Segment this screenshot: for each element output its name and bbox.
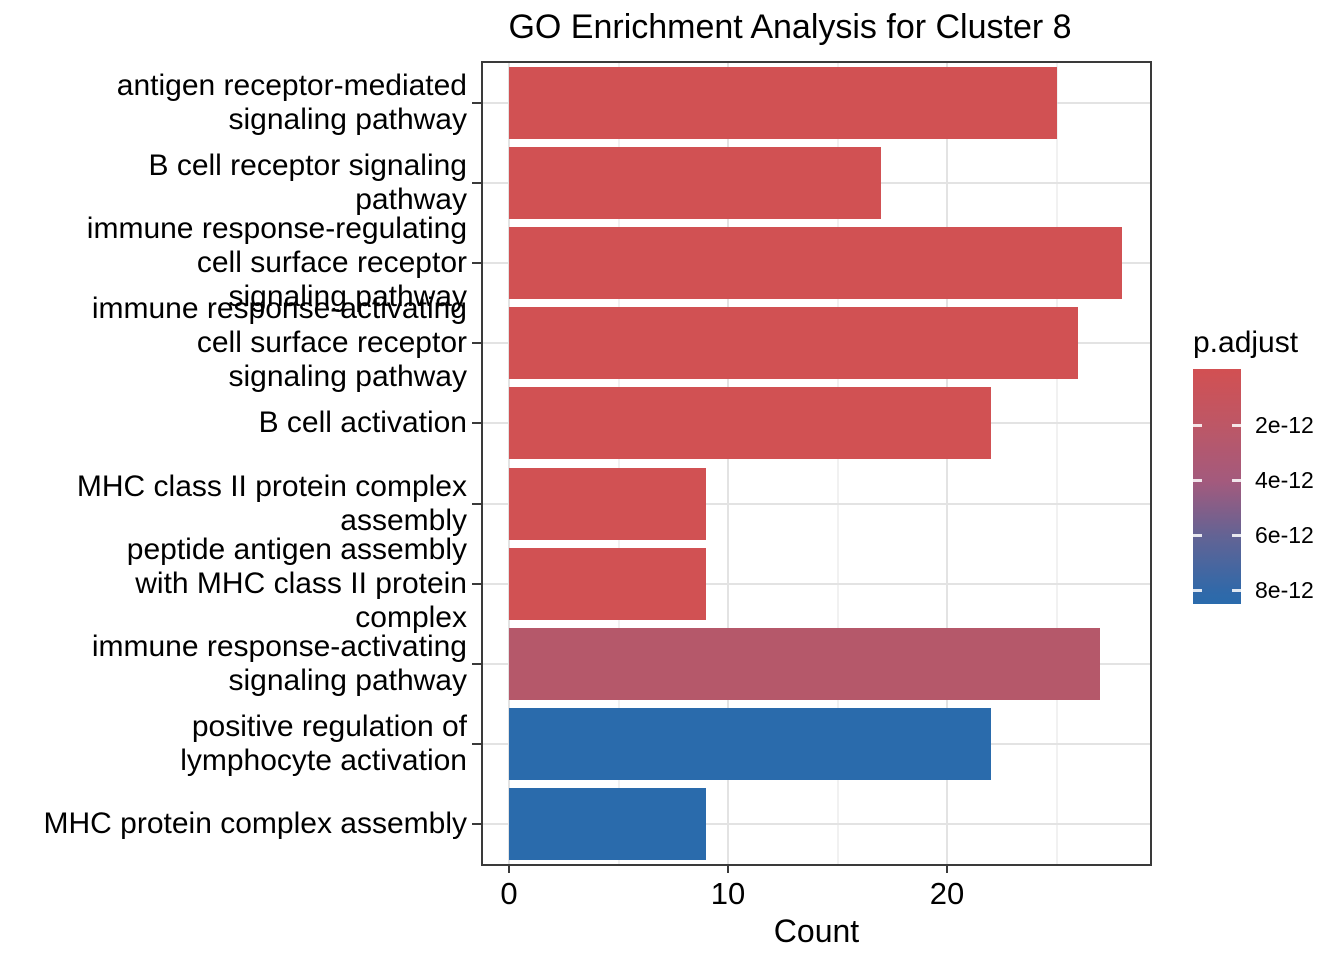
x-axis-tick <box>946 864 948 873</box>
legend-tick-label: 4e-12 <box>1255 467 1314 493</box>
legend-tick-label: 6e-12 <box>1255 522 1314 548</box>
y-axis-tick <box>472 102 481 105</box>
minor-gridline <box>617 63 620 864</box>
chart-title: GO Enrichment Analysis for Cluster 8 <box>508 8 1072 46</box>
bar <box>509 387 991 460</box>
y-axis-label: positive regulation of lymphocyte activat… <box>0 710 467 778</box>
y-axis-label-line: cell surface receptor <box>196 246 467 280</box>
y-axis-label-line: MHC class II protein complex <box>76 469 467 503</box>
y-axis-label: antigen receptor-mediated signaling pathw… <box>0 69 467 137</box>
y-axis-label: immune response-activating cell surface r… <box>0 292 467 394</box>
y-axis-label-line: signaling pathway <box>228 663 468 697</box>
y-axis-label-line: B cell receptor signaling <box>148 149 467 183</box>
y-axis-label-line: immune response-activating <box>91 629 467 663</box>
y-axis-label-line: signaling pathway <box>228 360 468 394</box>
y-axis-tick <box>472 742 481 745</box>
y-axis-label: MHC class II protein complex assembly <box>0 470 467 538</box>
bar <box>509 67 1057 140</box>
x-axis-tick-label: 0 <box>500 876 518 911</box>
major-gridline <box>483 822 1150 825</box>
y-axis-label-line: complex <box>355 600 467 634</box>
legend-tick <box>1232 589 1241 592</box>
y-axis-label-line: immune response-activating <box>91 292 467 326</box>
y-axis-label: peptide antigen assembly with MHC class I… <box>0 533 467 635</box>
major-gridline <box>946 63 948 864</box>
x-axis-tick-label: 10 <box>710 876 746 911</box>
legend-tick-label: 2e-12 <box>1255 412 1314 438</box>
y-axis-tick <box>472 182 481 185</box>
y-axis-tick <box>472 262 481 265</box>
y-axis-label-line: peptide antigen assembly <box>126 532 467 566</box>
y-axis-tick <box>472 502 481 505</box>
y-axis-label-line: signaling pathway <box>228 103 468 137</box>
x-axis-title: Count <box>773 913 860 949</box>
y-axis-label-line: cell surface receptor <box>196 326 467 360</box>
legend-tick <box>1232 534 1241 537</box>
x-axis-tick <box>727 864 729 873</box>
bar <box>509 707 991 780</box>
legend-tick <box>1232 424 1241 427</box>
y-axis-label-line: antigen receptor-mediated <box>116 69 467 103</box>
major-gridline <box>727 63 729 864</box>
y-axis-label-line: immune response-regulating <box>86 212 467 246</box>
legend-gradient-bar <box>1193 369 1241 604</box>
bar <box>509 467 707 540</box>
y-axis-tick <box>472 662 481 665</box>
plot-panel <box>481 61 1152 866</box>
minor-gridline <box>1055 63 1058 864</box>
y-axis-label: B cell receptor signaling pathway <box>0 149 467 217</box>
y-axis-tick <box>472 582 481 585</box>
y-axis-label-line: assembly <box>340 503 467 537</box>
y-axis-label-line: lymphocyte activation <box>180 743 467 777</box>
legend-tick <box>1193 589 1202 592</box>
major-gridline <box>483 582 1150 585</box>
x-axis-tick-label: 20 <box>929 876 965 911</box>
y-axis-tick <box>472 422 481 425</box>
legend-tick-label: 8e-12 <box>1255 577 1314 603</box>
major-gridline <box>508 63 510 864</box>
y-axis-label-line: MHC protein complex assembly <box>43 806 467 840</box>
minor-gridline <box>836 63 839 864</box>
bar <box>509 227 1123 300</box>
major-gridline <box>483 502 1150 505</box>
bar <box>509 787 707 860</box>
bar <box>509 147 882 220</box>
y-axis-tick <box>472 342 481 345</box>
y-axis-label-line: signaling pathway <box>228 280 468 314</box>
y-axis-label: immune response-regulating cell surface r… <box>0 212 467 314</box>
y-axis-label-line: with MHC class II protein <box>135 566 467 600</box>
y-axis-tick <box>472 822 481 825</box>
y-axis-label-line: B cell activation <box>258 406 467 440</box>
legend-tick <box>1193 479 1202 482</box>
y-axis-label-line: positive regulation of <box>191 709 467 743</box>
y-axis-label: MHC protein complex assembly <box>0 807 467 841</box>
y-axis-label: immune response-activating signaling path… <box>0 630 467 698</box>
legend-tick <box>1193 534 1202 537</box>
x-axis-tick <box>508 864 510 873</box>
legend-tick <box>1232 479 1241 482</box>
legend-tick <box>1193 424 1202 427</box>
y-axis-label: B cell activation <box>0 406 467 440</box>
bar <box>509 307 1079 380</box>
legend-title: p.adjust <box>1193 326 1299 359</box>
bar <box>509 547 707 620</box>
y-axis-label-line: pathway <box>355 183 467 217</box>
bar <box>509 627 1101 700</box>
